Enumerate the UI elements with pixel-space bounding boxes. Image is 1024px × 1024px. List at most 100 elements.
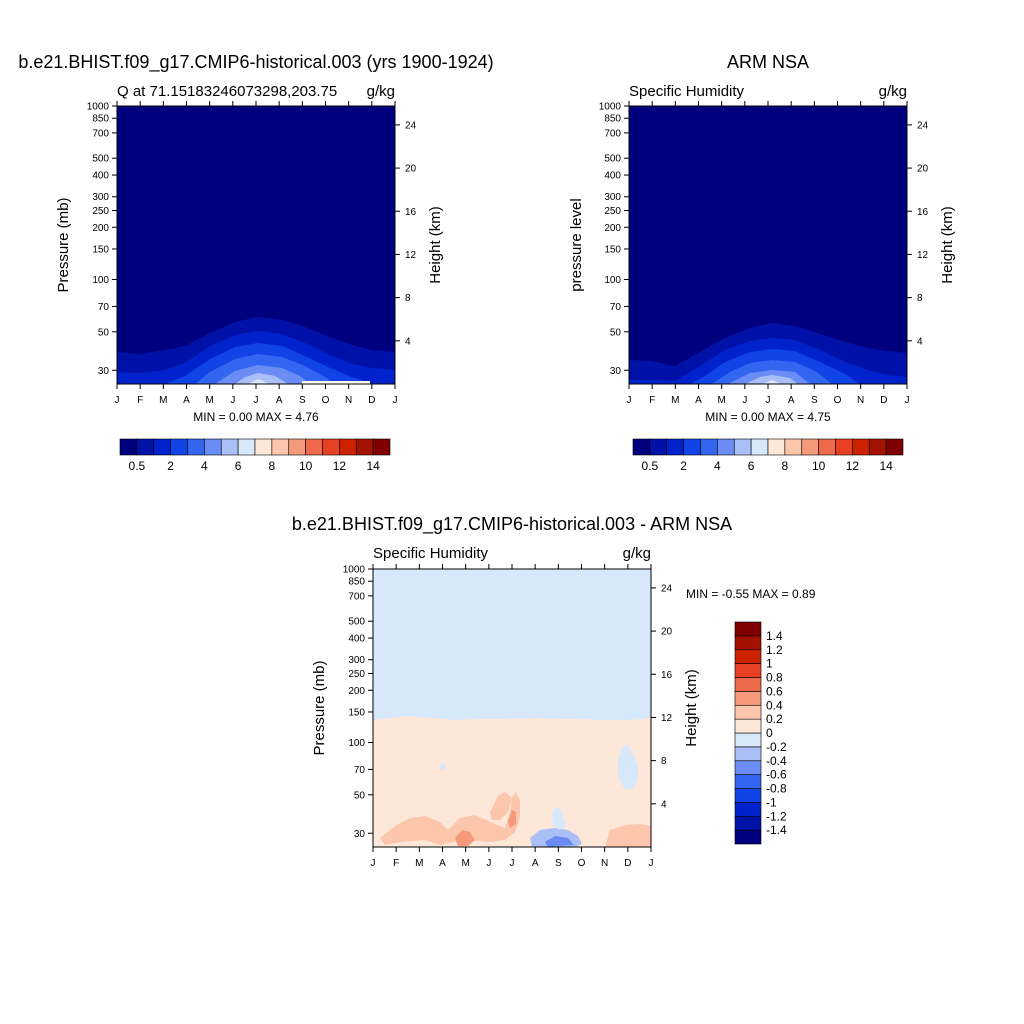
colorbar-swatch <box>717 438 735 456</box>
x-tick-label: A <box>695 395 702 406</box>
x-tick-label: A <box>439 858 446 869</box>
y-tick-label: 50 <box>610 327 622 338</box>
colorbar-label: -1 <box>766 795 777 809</box>
colorbar-swatch <box>818 438 836 456</box>
contour-level-7 <box>762 380 782 384</box>
x-tick-label: M <box>461 858 469 869</box>
x-tick-label: S <box>299 395 306 406</box>
colorbar-swatch <box>734 802 762 817</box>
y2-tick-label: 16 <box>405 207 417 218</box>
x-tick-label: J <box>115 395 120 406</box>
colorbar-label: -0.8 <box>766 782 787 796</box>
y-tick-label: 30 <box>98 366 110 377</box>
y-tick-label: 150 <box>348 707 365 718</box>
stats-text: MIN = 0.00 MAX = 4.76 <box>193 410 319 424</box>
y2-axis-label: Height (km) <box>427 206 444 284</box>
x-tick-label: M <box>159 395 167 406</box>
panel-left-label: Q at 71.15183246073298,203.75 <box>117 83 337 100</box>
x-tick-label: J <box>371 858 376 869</box>
y-tick-label: 500 <box>604 154 621 165</box>
y2-tick-label: 16 <box>917 207 929 218</box>
x-tick-label: J <box>649 858 654 869</box>
colorbar-swatch <box>700 438 718 456</box>
contour-negative-dot <box>440 762 446 771</box>
colorbar-label: 6 <box>748 459 755 473</box>
y2-tick-label: 20 <box>661 627 673 638</box>
y-tick-label: 400 <box>348 634 365 645</box>
y2-axis-label: Height (km) <box>683 669 700 747</box>
contour-fill <box>629 106 907 384</box>
x-tick-label: O <box>578 858 586 869</box>
y-tick-label: 250 <box>92 206 109 217</box>
y2-tick-label: 8 <box>661 756 667 767</box>
colorbar-label: 14 <box>366 459 380 473</box>
y-tick-label: 200 <box>92 223 109 234</box>
y-tick-label: 200 <box>604 223 621 234</box>
panel-title: b.e21.BHIST.f09_g17.CMIP6-historical.003… <box>292 514 732 535</box>
x-tick-label: N <box>601 858 608 869</box>
y2-tick-label: 16 <box>661 670 673 681</box>
panel-units-label: g/kg <box>879 83 907 100</box>
colorbar-label: 2 <box>680 459 687 473</box>
y2-axis: 4 8 12 16 20 24 <box>907 120 929 347</box>
y-tick-label: 700 <box>348 591 365 602</box>
y-tick-label: 850 <box>92 114 109 125</box>
y-tick-label: 1000 <box>87 102 110 113</box>
y2-axis-label: Height (km) <box>939 206 956 284</box>
x-tick-label: O <box>322 395 330 406</box>
colorbar-swatch <box>734 718 762 734</box>
contour-negative-low-3 <box>545 836 574 847</box>
y2-tick-label: 24 <box>405 120 417 131</box>
colorbar-swatch <box>734 829 762 845</box>
x-tick-label: J <box>766 395 771 406</box>
colorbar-swatch <box>734 677 762 692</box>
x-tick-label: J <box>742 395 747 406</box>
x-tick-label: J <box>905 395 910 406</box>
y-tick-label: 300 <box>348 655 365 666</box>
colorbar-label: 12 <box>333 459 347 473</box>
colorbar-label: 6 <box>235 459 242 473</box>
colorbar-swatch <box>734 815 762 831</box>
panel-title: b.e21.BHIST.f09_g17.CMIP6-historical.003… <box>18 52 493 73</box>
y2-tick-label: 8 <box>405 293 411 304</box>
y2-tick-label: 12 <box>917 250 929 261</box>
contour-positive-level-3 <box>455 830 475 846</box>
y-tick-label: 100 <box>92 275 109 286</box>
colorbar-label: 1.2 <box>766 643 783 657</box>
y-tick-label: 50 <box>354 790 366 801</box>
x-tick-label: J <box>393 395 398 406</box>
y-axis-label: Pressure (mb) <box>311 660 328 755</box>
colorbar-swatch <box>271 438 290 456</box>
x-tick-label: A <box>532 858 539 869</box>
colorbar-swatch <box>187 438 205 456</box>
y-tick-label: 1000 <box>343 565 366 576</box>
contour-missing-strip <box>302 381 370 384</box>
colorbar-label: 2 <box>167 459 174 473</box>
y2-tick-label: 8 <box>917 293 923 304</box>
x-tick-label: F <box>649 395 655 406</box>
colorbar-swatch <box>767 438 786 456</box>
colorbar: 0.5 2 4 6 8 10 12 14 <box>119 438 391 473</box>
contour-fill <box>373 569 651 847</box>
x-tick-label: M <box>717 395 725 406</box>
y-axis-label: Pressure (mb) <box>55 197 72 292</box>
y2-tick-label: 12 <box>661 713 673 724</box>
colorbar: -1.4-1.2-1-0.8-0.6-0.4-0.200.20.40.60.81… <box>734 621 787 845</box>
x-tick-label: N <box>345 395 352 406</box>
y-tick-label: 30 <box>610 366 622 377</box>
colorbar-label: -0.4 <box>766 754 787 768</box>
colorbar-swatch <box>355 438 374 456</box>
x-tick-label: D <box>368 395 375 406</box>
y2-axis: 4 8 12 16 20 24 <box>395 120 417 347</box>
y-tick-label: 400 <box>604 171 621 182</box>
x-tick-label: J <box>510 858 515 869</box>
colorbar-label: 4 <box>714 459 721 473</box>
colorbar-swatch <box>734 663 762 678</box>
y2-tick-label: 4 <box>405 336 411 347</box>
y2-tick-label: 20 <box>917 164 929 175</box>
colorbar-label: 0.5 <box>129 459 146 473</box>
y-tick-label: 700 <box>604 128 621 139</box>
colorbar-swatch <box>632 438 651 456</box>
y-tick-label: 30 <box>354 829 366 840</box>
